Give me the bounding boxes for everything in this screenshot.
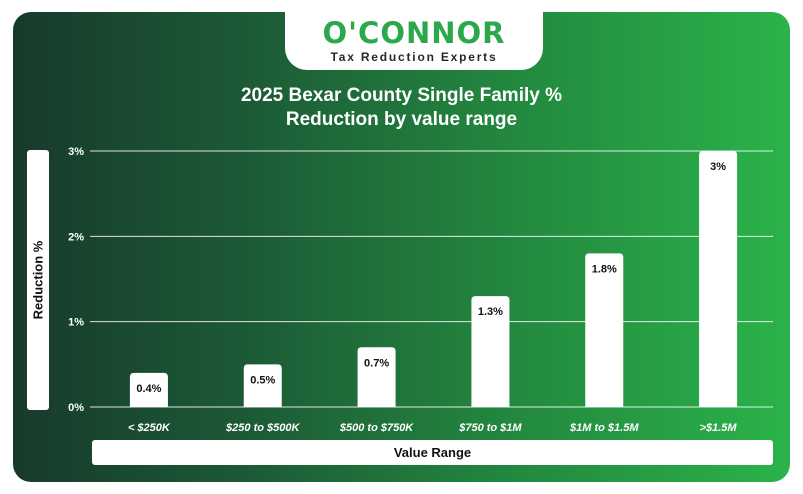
logo: O'CONNOR Tax Reduction Experts bbox=[285, 12, 543, 70]
bar bbox=[129, 372, 168, 407]
data-label: 1.8% bbox=[592, 263, 617, 275]
x-tick-label: $750 to $1M bbox=[458, 422, 522, 434]
x-tick-label: >$1.5M bbox=[700, 422, 738, 434]
x-tick-label: $250 to $500K bbox=[225, 422, 300, 434]
x-tick-label: $1M to $1.5M bbox=[569, 422, 639, 434]
x-axis-label: Value Range bbox=[393, 445, 472, 460]
y-axis-label-box bbox=[27, 150, 49, 410]
bar bbox=[471, 296, 510, 407]
chart-title: 2025 Bexar County Single Family % Reduct… bbox=[0, 84, 803, 132]
x-tick-label: $500 to $750K bbox=[339, 422, 414, 434]
bar bbox=[243, 364, 282, 407]
bar bbox=[585, 253, 624, 407]
data-label: 1.3% bbox=[478, 306, 503, 318]
bar bbox=[357, 347, 396, 407]
chart-title-line-2: Reduction by value range bbox=[285, 109, 518, 130]
x-tick-label: < $250K bbox=[128, 422, 171, 434]
data-label: 0.5% bbox=[250, 374, 275, 386]
logo-name: O'CONNOR bbox=[322, 16, 506, 50]
y-tick-label: 1% bbox=[68, 317, 84, 329]
y-tick-label: 3% bbox=[68, 146, 84, 158]
x-axis-label-box: Value Range bbox=[92, 440, 773, 465]
data-label: 3% bbox=[710, 161, 726, 173]
y-tick-label: 0% bbox=[68, 402, 84, 414]
data-label: 0.7% bbox=[364, 357, 389, 369]
bar bbox=[699, 151, 738, 407]
y-tick-label: 2% bbox=[68, 231, 84, 243]
data-label: 0.4% bbox=[136, 383, 161, 395]
logo-tagline: Tax Reduction Experts bbox=[330, 50, 498, 64]
chart-title-line-1: 2025 Bexar County Single Family % bbox=[240, 85, 562, 106]
